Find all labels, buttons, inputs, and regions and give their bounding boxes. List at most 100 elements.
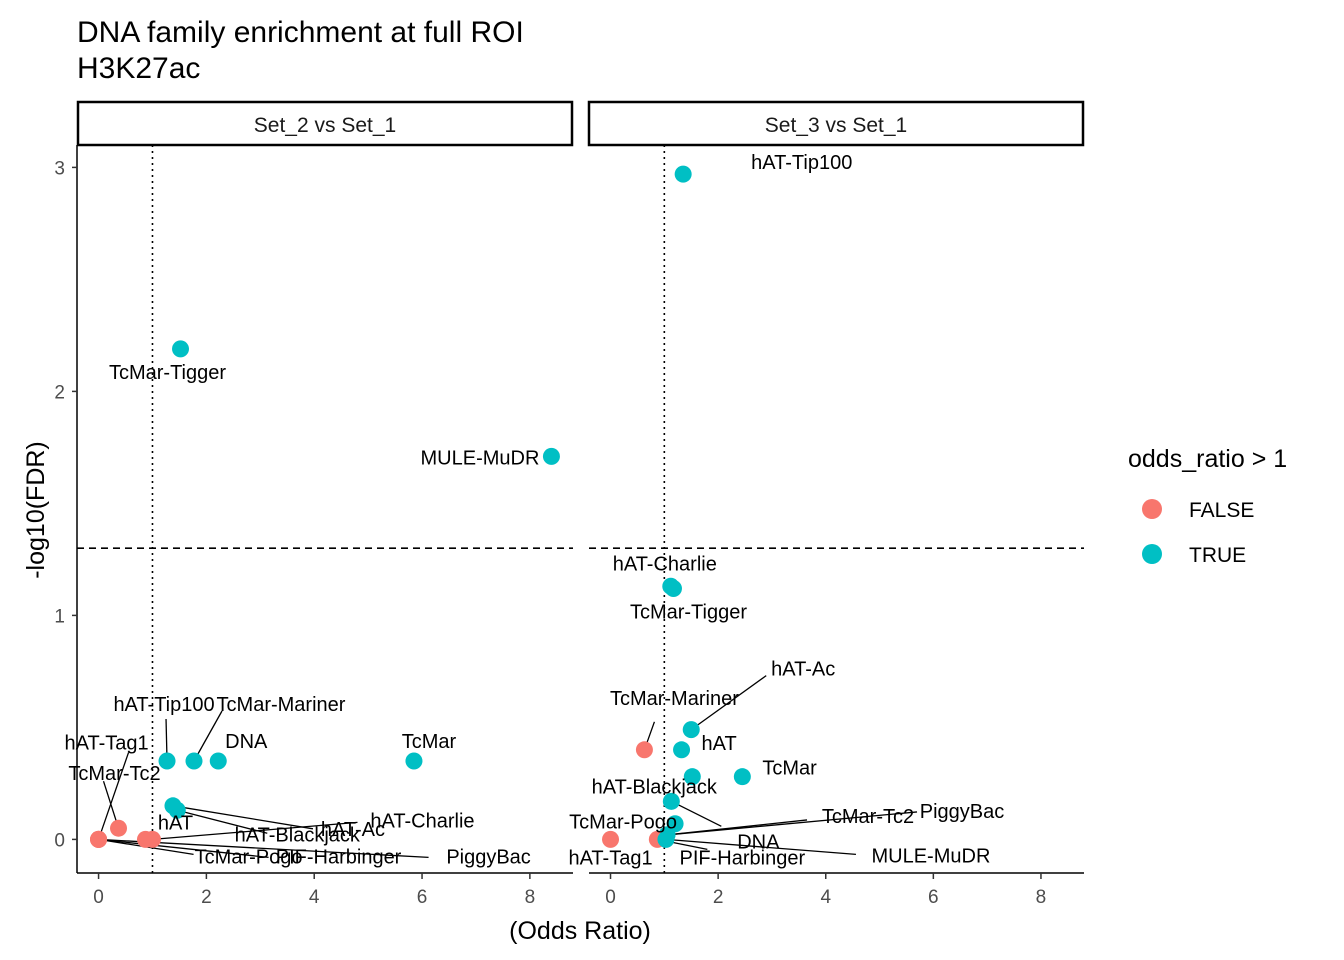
data-point <box>662 792 680 810</box>
label-leader-line <box>193 710 223 762</box>
data-point <box>164 797 182 815</box>
x-tick-label: 4 <box>820 887 831 908</box>
point-label: hAT-Blackjack <box>592 777 718 799</box>
point-label: hAT-Tag1 <box>568 847 652 869</box>
data-point <box>172 340 190 358</box>
panel-2-strip-label: Set_3 vs Set_1 <box>765 114 907 137</box>
point-label: PIF-Harbinger <box>680 847 806 869</box>
y-tick-label: 0 <box>54 830 65 851</box>
label-leader-line <box>690 675 767 731</box>
x-tick-label: 4 <box>309 887 320 908</box>
point-label: hAT-Tag1 <box>65 732 149 754</box>
y-tick-label: 3 <box>54 158 65 179</box>
point-label: hAT-Blackjack <box>235 824 361 846</box>
y-tick-label: 2 <box>54 382 65 403</box>
y-axis-ticks: 0 1 2 3 <box>54 158 77 851</box>
data-point <box>542 447 560 465</box>
point-label: TcMar <box>762 758 817 780</box>
legend-title: odds_ratio > 1 <box>1128 445 1287 473</box>
x-tick-label: 8 <box>1036 887 1047 908</box>
label-leader-line <box>152 821 358 841</box>
point-label: hAT-Tip100 <box>751 152 852 174</box>
point-label: TcMar-Tc2 <box>68 763 160 785</box>
point-label: TcMar-Pogo <box>195 846 303 868</box>
x-tick-label: 0 <box>93 887 104 908</box>
point-label: hAT-Charlie <box>370 810 474 832</box>
label-leader-line <box>172 805 314 830</box>
point-label: PIF-Harbinger <box>276 846 402 868</box>
x-axis-title: (Odds Ratio) <box>509 917 651 945</box>
point-label: MULE-MuDR <box>421 447 540 469</box>
data-point <box>209 752 227 770</box>
panel-1: Set_2 vs Set_1 TcMar-TiggerMULE-MuDRTcMa… <box>65 100 574 908</box>
point-label: DNA <box>225 731 268 753</box>
chart-title-line1: DNA family enrichment at full ROI <box>77 16 524 49</box>
data-point <box>405 752 423 770</box>
x-tick-label: 2 <box>201 887 212 908</box>
panel-1-strip-label: Set_2 vs Set_1 <box>254 114 396 137</box>
point-label: DNA <box>737 831 780 853</box>
point-label: hAT-Ac <box>321 819 385 841</box>
point-label: TcMar-Tc2 <box>822 806 914 828</box>
point-label: hAT-Charlie <box>613 553 717 575</box>
label-leader-line <box>671 800 722 827</box>
point-label: hAT <box>702 733 737 755</box>
data-point <box>682 721 700 739</box>
x-tick-label: 6 <box>417 887 428 908</box>
panel-1-points <box>90 340 560 848</box>
point-label: MULE-MuDR <box>871 845 990 867</box>
point-label: TcMar <box>402 731 457 753</box>
x-tick-label: 8 <box>525 887 536 908</box>
panel-2-points <box>602 165 751 848</box>
panel-1-reference-lines <box>77 145 573 873</box>
label-leader-line <box>97 752 130 840</box>
y-tick-label: 1 <box>54 606 65 627</box>
legend: odds_ratio > 1 FALSE TRUE <box>1128 445 1287 567</box>
legend-key-false <box>1142 499 1162 519</box>
label-leader-line <box>177 809 268 834</box>
data-point <box>674 165 692 183</box>
x-tick-label: 0 <box>605 887 616 908</box>
panel-2: Set_3 vs Set_1 hAT-Tip100 hAT-Charlie TcMa… <box>568 100 1085 908</box>
data-point <box>110 819 128 837</box>
panel-1-strip <box>76 100 574 147</box>
panel-2-strip <box>587 100 1085 147</box>
data-point <box>143 830 161 848</box>
data-point <box>657 830 675 848</box>
data-point <box>733 768 751 786</box>
data-point <box>664 580 682 598</box>
x-tick-label: 6 <box>928 887 939 908</box>
panel-2-x-ticks: 0 2 4 6 8 <box>605 873 1046 908</box>
point-label: TcMar-Mariner <box>610 688 739 710</box>
panel-1-x-ticks: 0 2 4 6 8 <box>93 873 535 908</box>
point-label: hAT-Tip100 <box>113 694 214 716</box>
point-label: TcMar-Tigger <box>109 362 226 384</box>
panel-2-point-labels: hAT-Tip100 hAT-Charlie TcMar-Tigger hAT-Ac T… <box>568 152 1004 869</box>
legend-label-false: FALSE <box>1189 499 1254 522</box>
legend-label-true: TRUE <box>1189 544 1246 567</box>
data-point <box>683 768 701 786</box>
legend-key-true <box>1142 544 1162 564</box>
panel-2-reference-lines <box>589 145 1084 873</box>
point-label: hAT-Ac <box>771 659 835 681</box>
label-leader-line <box>665 838 856 856</box>
data-point <box>185 752 203 770</box>
data-point <box>602 830 620 848</box>
label-leader-line <box>666 811 918 836</box>
point-label: TcMar-Pogo <box>569 812 677 834</box>
data-point <box>90 830 108 848</box>
label-leader-line <box>98 838 269 859</box>
chart-title-line2: H3K27ac <box>77 52 200 85</box>
point-label: PiggyBac <box>446 846 531 868</box>
point-label: PiggyBac <box>920 801 1005 823</box>
data-point <box>635 741 653 759</box>
point-label: hAT <box>158 812 193 834</box>
panel-1-point-labels: TcMar-Tigger MULE-MuDR TcMar DNA TcMar-Marin… <box>65 362 540 869</box>
data-point <box>673 741 691 759</box>
y-axis-title: -log10(FDR) <box>22 441 50 579</box>
data-point <box>158 752 176 770</box>
point-label: TcMar-Mariner <box>217 694 346 716</box>
point-label: TcMar-Tigger <box>630 602 747 624</box>
x-tick-label: 2 <box>713 887 724 908</box>
